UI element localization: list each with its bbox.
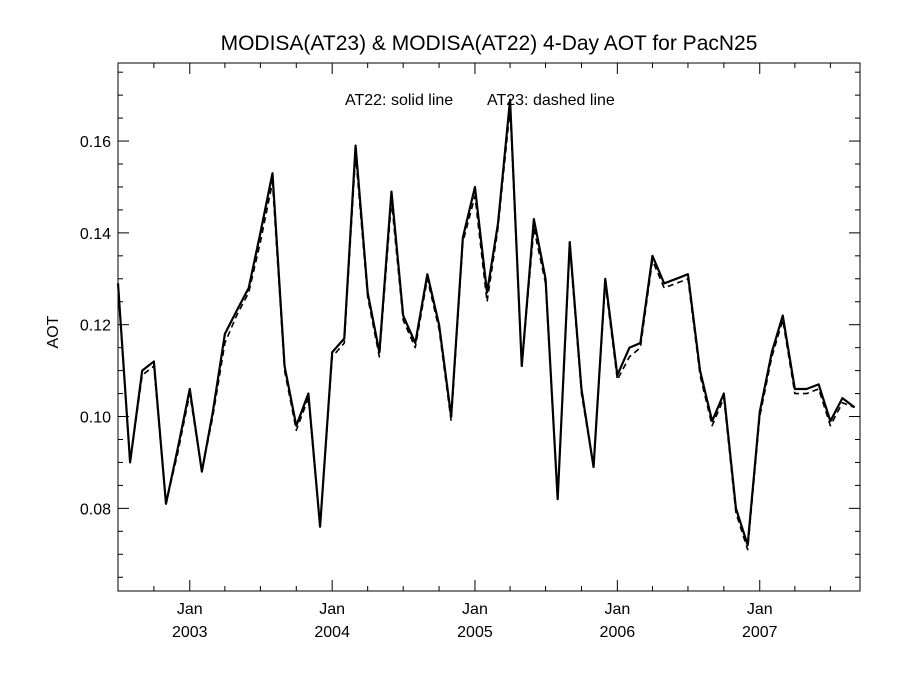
y-tick-label: 0.14 [80,226,111,243]
chart-title: MODISA(AT23) & MODISA(AT22) 4-Day AOT fo… [221,32,758,55]
y-tick-label: 0.10 [80,410,111,427]
x-tick-label-year: 2006 [600,624,636,641]
series-line-at23 [117,108,855,551]
x-tick-label-month: Jan [177,601,203,618]
x-tick-label-year: 2005 [457,624,493,641]
series-line-at22 [116,98,856,547]
x-tick-label-month: Jan [319,601,345,618]
y-tick-label: 0.12 [80,318,111,335]
legend-annotation-solid: AT22: solid line [345,92,453,109]
x-tick-label-year: 2007 [742,624,778,641]
x-tick-label-year: 2003 [172,624,208,641]
legend-annotation-dashed: AT23: dashed line [487,92,615,109]
x-tick-label-month: Jan [462,601,488,618]
y-tick-label: 0.08 [80,501,111,518]
x-tick-label-month: Jan [747,601,773,618]
y-axis-label: AOT [45,315,62,348]
y-tick-label: 0.16 [80,134,111,151]
x-tick-label-month: Jan [604,601,630,618]
plot-area-frame [117,62,861,592]
x-tick-label-year: 2004 [314,624,350,641]
axis-ticks [118,63,860,591]
series-layer [116,98,856,551]
axis-tick-labels: 0.08 0.10 0.12 0.14 0.16 Jan 2003 Jan 2004 Jan 200… [80,134,778,641]
